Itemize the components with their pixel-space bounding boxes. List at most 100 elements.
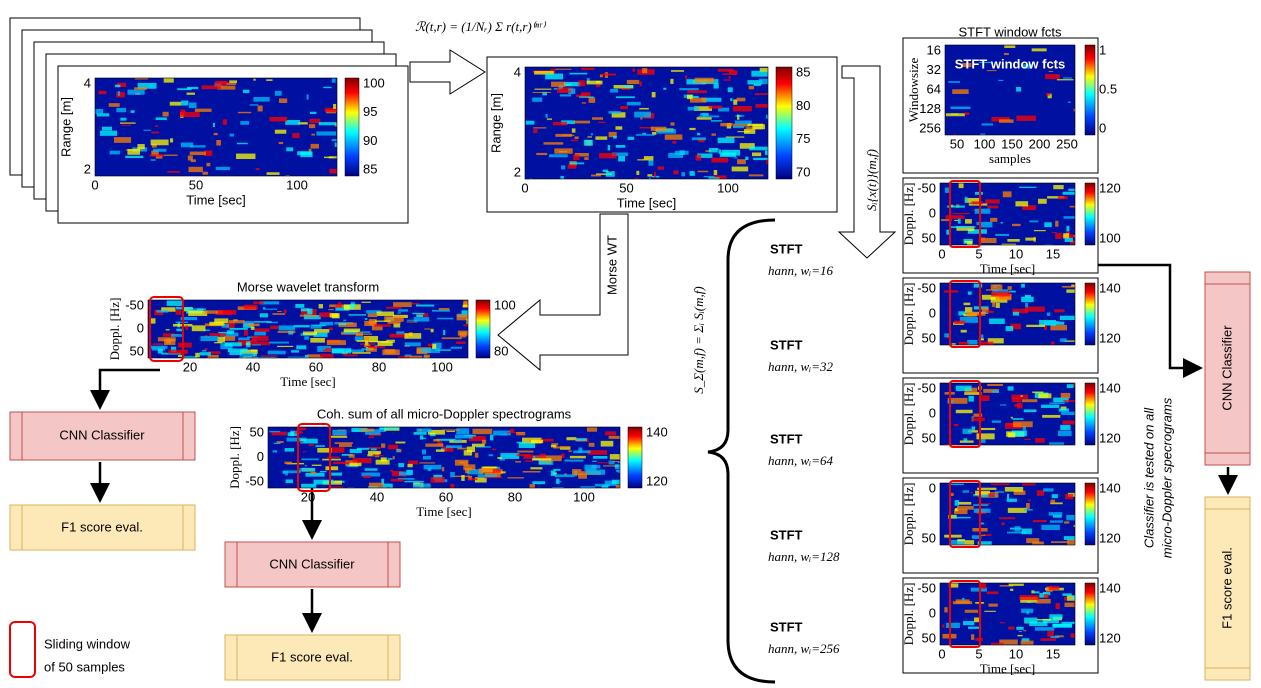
heatmap-streak [419, 462, 435, 463]
side-note: Classifier is tested on all [1141, 407, 1156, 548]
heatmap-streak [1005, 487, 1023, 492]
heatmap-streak [1007, 239, 1019, 242]
heatmap-streak [279, 98, 287, 103]
heatmap-streak [711, 120, 722, 121]
y-tick-label: 50 [922, 430, 936, 445]
colorbar-label: 85 [363, 161, 377, 176]
heatmap-streak [120, 118, 126, 121]
heatmap-streak [1054, 309, 1064, 312]
heatmap-streak [572, 128, 576, 132]
heatmap-streak [1003, 191, 1012, 197]
heatmap-streak [610, 454, 620, 459]
heatmap-streak [766, 115, 768, 119]
heatmap-streak [733, 106, 752, 111]
heatmap-streak [685, 75, 687, 79]
heatmap-streak [422, 449, 426, 454]
heatmap-streak [723, 79, 730, 80]
heatmap-streak [1067, 384, 1074, 388]
heatmap-streak [227, 330, 234, 333]
plot-title: Coh. sum of all micro-Doppler spectrogra… [317, 406, 572, 421]
heatmap-streak [958, 502, 971, 505]
heatmap-streak [404, 481, 424, 482]
heatmap-streak [658, 166, 664, 169]
heatmap-streak [963, 621, 974, 625]
heatmap-streak [637, 159, 653, 160]
heatmap-streak [176, 310, 182, 315]
heatmap-streak [579, 96, 594, 97]
heatmap-streak [1066, 289, 1075, 292]
x-tick-label: 100 [286, 177, 308, 192]
heatmap-streak [338, 323, 346, 325]
heatmap-streak [224, 336, 235, 341]
heatmap-streak [561, 165, 565, 169]
heatmap-streak [709, 106, 723, 109]
y-tick-label: 4 [514, 64, 521, 79]
heatmap-streak [284, 462, 292, 464]
heatmap-streak [305, 465, 307, 466]
heatmap-streak [672, 141, 676, 144]
heatmap-streak [203, 172, 208, 175]
heatmap-streak [1055, 233, 1062, 239]
heatmap-streak [591, 175, 601, 177]
heatmap-streak [238, 338, 249, 341]
eval-label: F1 score eval. [61, 519, 143, 534]
heatmap-streak [408, 461, 418, 465]
heatmap-streak [515, 461, 521, 463]
heatmap-streak [331, 473, 342, 476]
colorbar-label: 140 [1099, 280, 1121, 295]
heatmap-streak [555, 134, 572, 137]
heatmap-streak [310, 485, 314, 488]
heatmap-streak [1019, 595, 1039, 600]
heatmap-streak [986, 311, 994, 313]
heatmap-streak [944, 290, 959, 292]
heatmap-streak [968, 292, 972, 295]
heatmap-streak [639, 108, 649, 110]
heatmap-streak [229, 328, 247, 330]
heatmap-streak [1008, 386, 1014, 390]
heatmap-streak [1026, 503, 1030, 509]
heatmap-streak [251, 327, 255, 330]
heatmap-streak [759, 79, 768, 84]
heatmap-streak [1066, 226, 1069, 232]
heatmap-streak [644, 156, 654, 159]
heatmap-streak [1064, 521, 1069, 523]
heatmap-streak [734, 157, 738, 158]
heatmap-streak [398, 463, 404, 467]
y-tick-label: 128 [919, 101, 941, 116]
heatmap-streak [1051, 342, 1055, 345]
heatmap-streak [364, 345, 370, 347]
heatmap-streak [1008, 286, 1012, 290]
y-tick-label: 0 [929, 480, 936, 495]
heatmap-streak [356, 333, 363, 337]
colorbar-label: 120 [1099, 630, 1121, 645]
heatmap-streak [569, 162, 584, 164]
heatmap-streak [343, 320, 346, 322]
heatmap-streak [1047, 631, 1054, 637]
heatmap-streak [946, 623, 960, 628]
x-tick-label: 15 [1046, 646, 1060, 661]
heatmap-streak [703, 115, 719, 117]
heatmap-streak [310, 338, 325, 343]
x-tick-label: 100 [431, 359, 453, 374]
heatmap-streak [285, 120, 300, 125]
heatmap-streak [243, 90, 250, 93]
heatmap-streak [1060, 338, 1067, 342]
heatmap-streak [177, 88, 191, 90]
heatmap-streak [704, 176, 715, 177]
heatmap-streak [726, 136, 745, 137]
arrow-label: Morse WT [604, 235, 619, 295]
heatmap-streak [229, 352, 241, 355]
heatmap-streak [307, 94, 309, 99]
heatmap-streak [433, 439, 440, 441]
heatmap-streak [325, 466, 338, 470]
heatmap-streak [288, 432, 294, 436]
heatmap-streak [431, 477, 445, 483]
heatmap-streak [349, 314, 367, 315]
heatmap-streak [531, 440, 543, 443]
heatmap-streak [984, 611, 995, 612]
y-label: Doppl. [Hz] [227, 426, 242, 489]
heatmap-streak [627, 80, 639, 84]
heatmap-streak [1022, 483, 1035, 485]
heatmap-streak [291, 350, 299, 352]
colorbar-label: 100 [494, 297, 516, 312]
